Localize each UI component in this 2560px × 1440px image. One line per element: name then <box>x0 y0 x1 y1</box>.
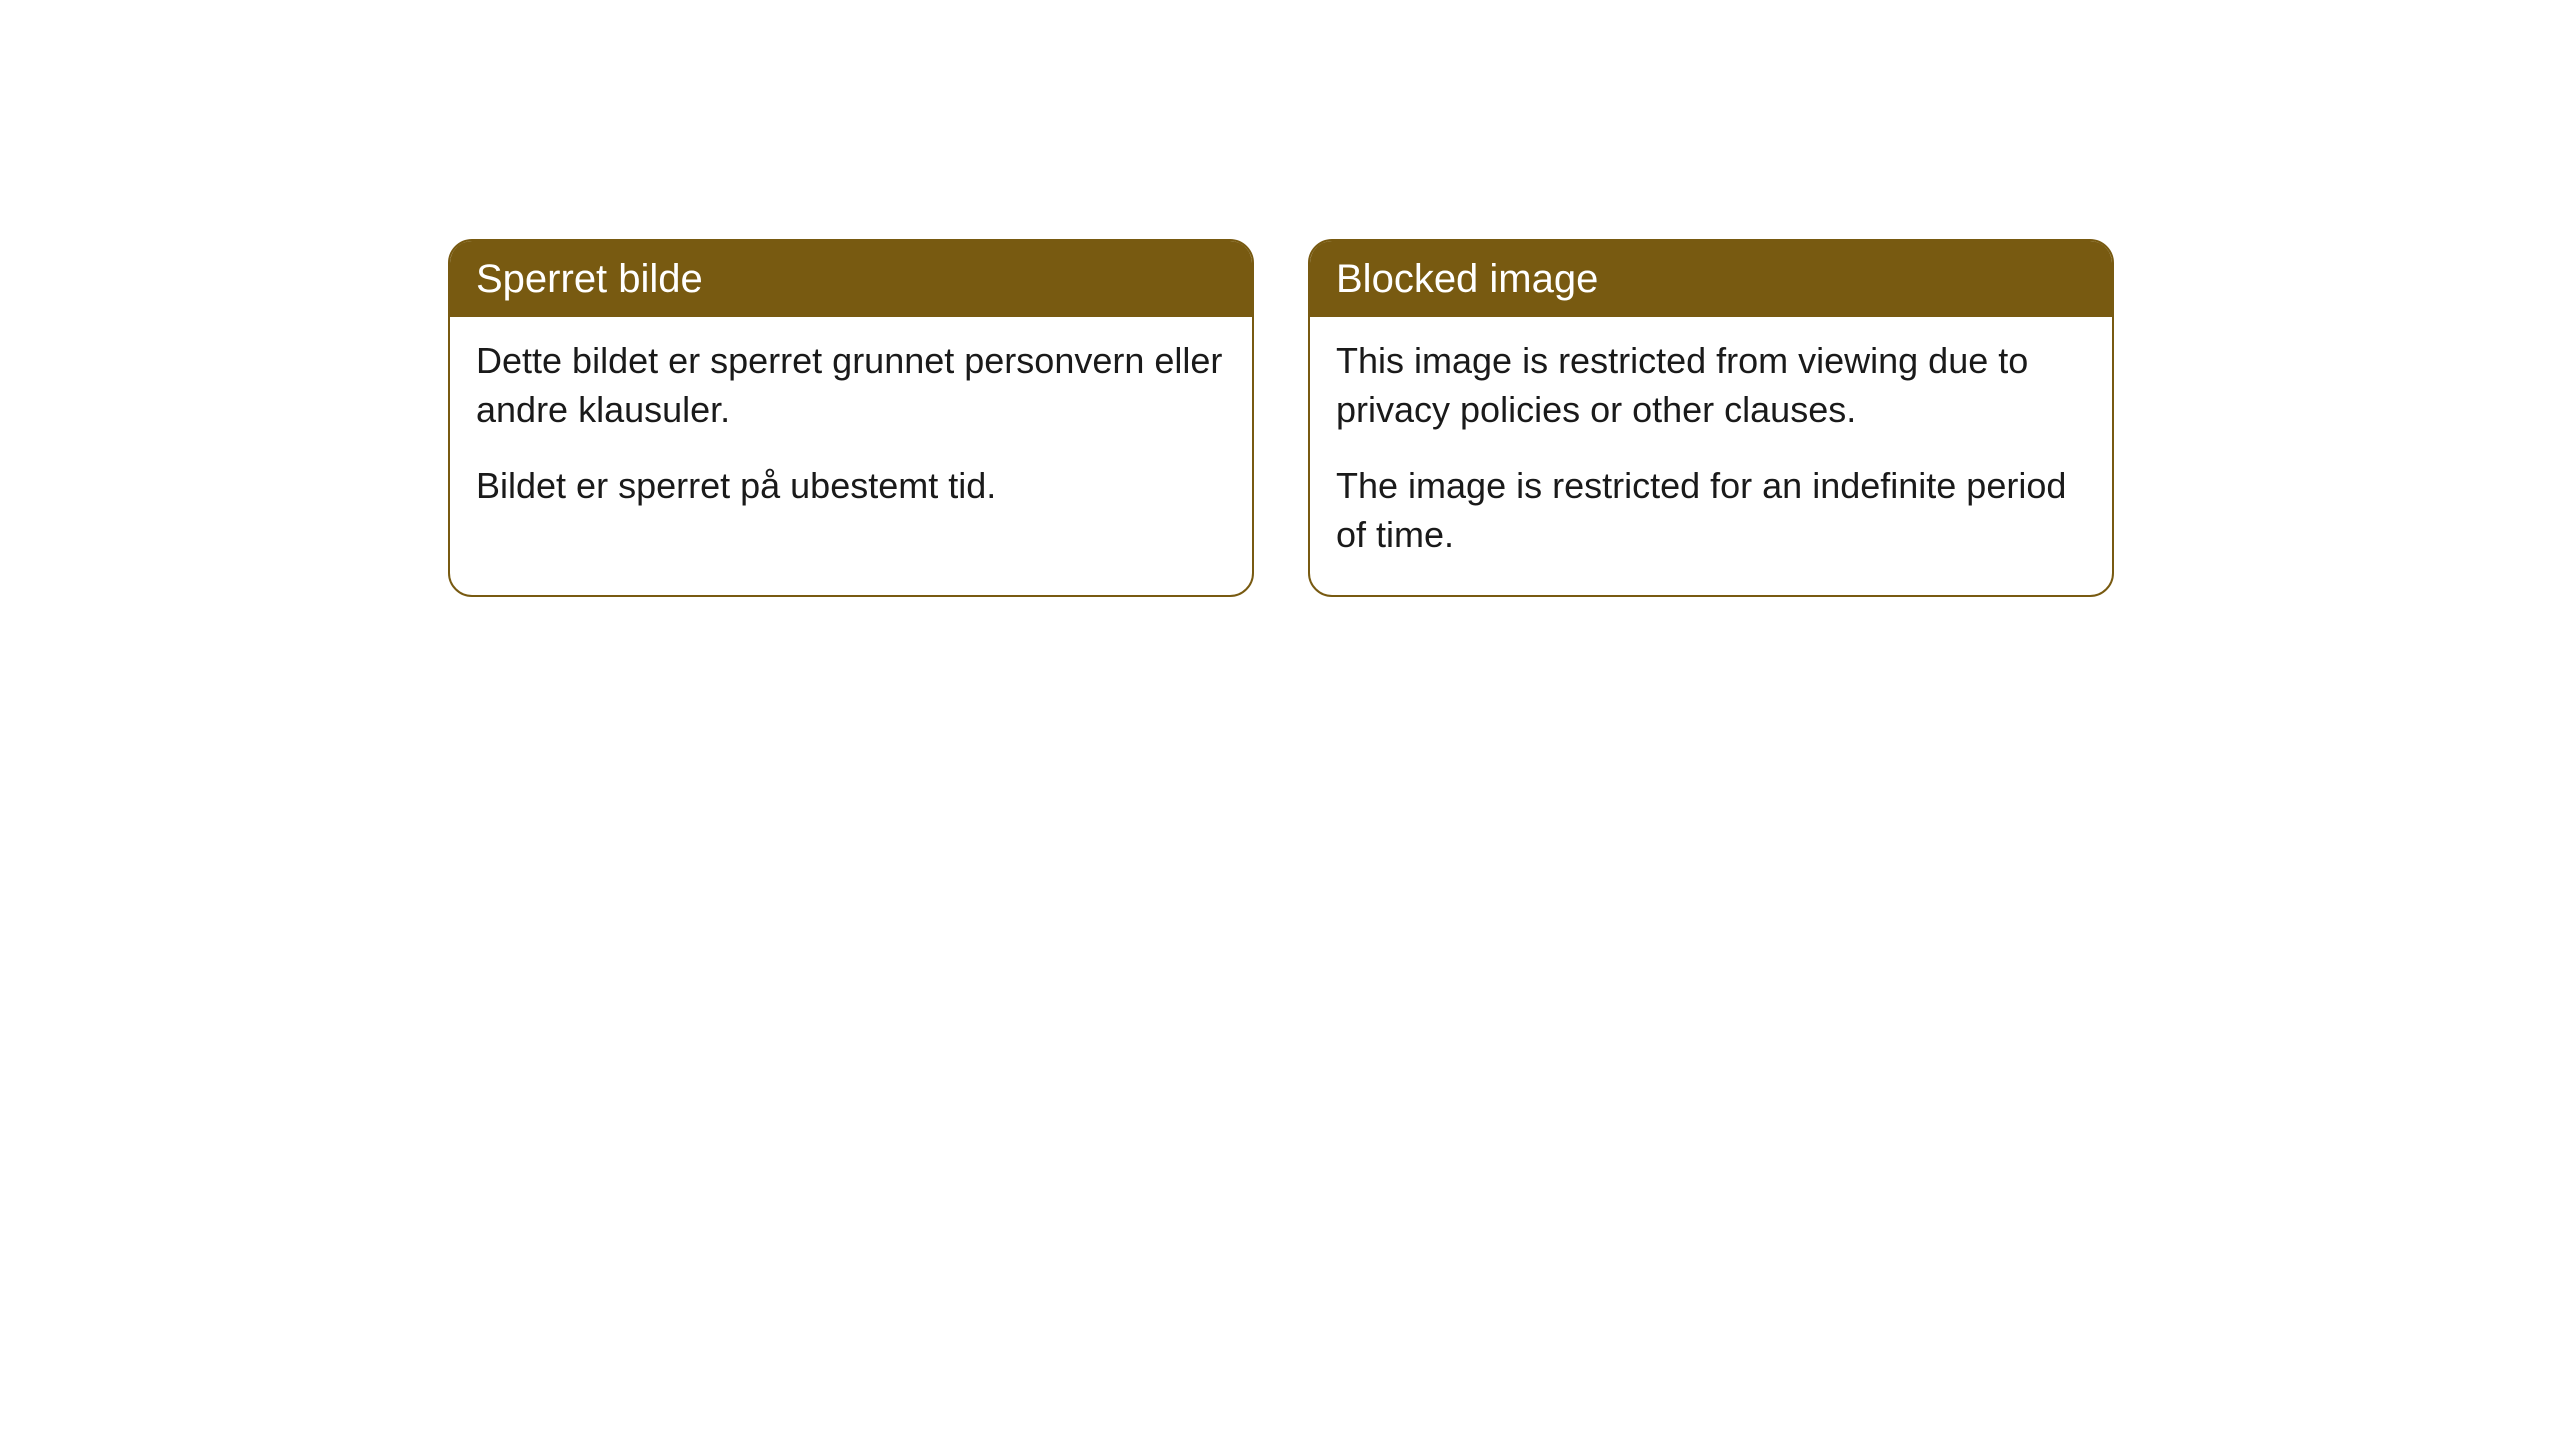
notice-card-norwegian: Sperret bilde Dette bildet er sperret gr… <box>448 239 1254 597</box>
notice-cards-container: Sperret bilde Dette bildet er sperret gr… <box>448 239 2114 597</box>
notice-paragraph-2: The image is restricted for an indefinit… <box>1336 462 2086 559</box>
notice-paragraph-1: Dette bildet er sperret grunnet personve… <box>476 337 1226 434</box>
notice-paragraph-2: Bildet er sperret på ubestemt tid. <box>476 462 1226 511</box>
notice-body: Dette bildet er sperret grunnet personve… <box>450 317 1252 547</box>
notice-paragraph-1: This image is restricted from viewing du… <box>1336 337 2086 434</box>
notice-card-english: Blocked image This image is restricted f… <box>1308 239 2114 597</box>
notice-body: This image is restricted from viewing du… <box>1310 317 2112 595</box>
notice-header: Blocked image <box>1310 241 2112 317</box>
notice-header: Sperret bilde <box>450 241 1252 317</box>
